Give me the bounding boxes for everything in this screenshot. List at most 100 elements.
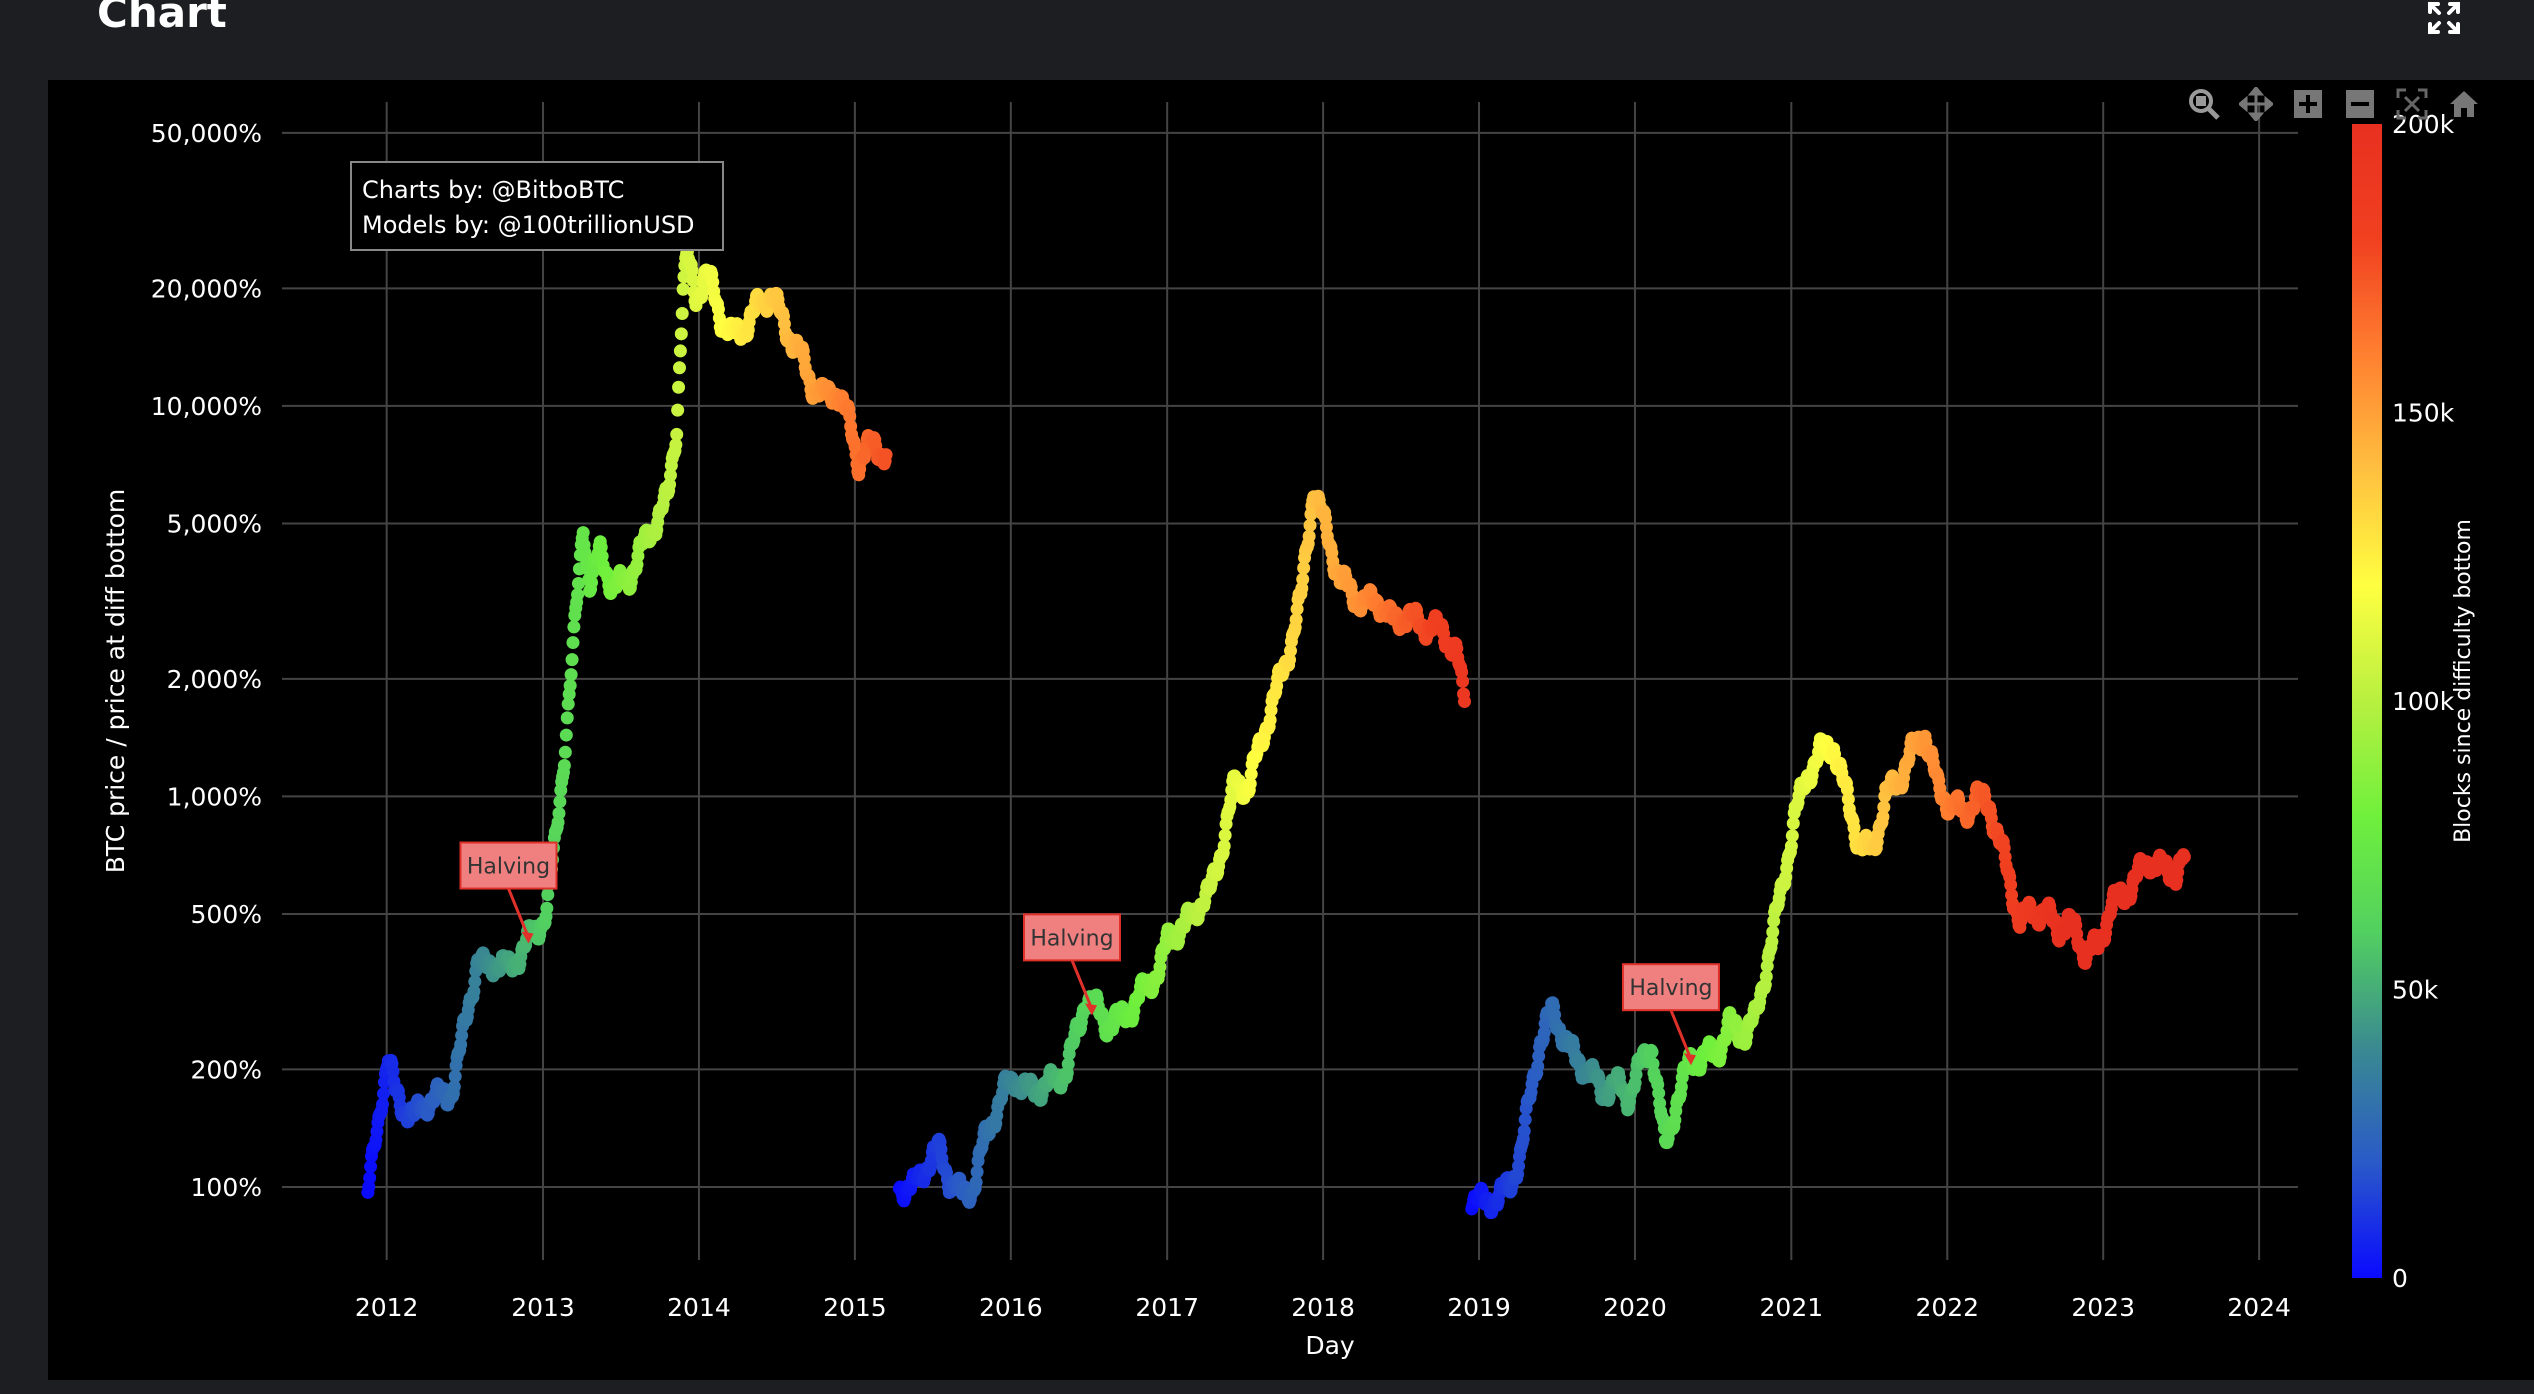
data-point xyxy=(970,1165,984,1179)
data-point xyxy=(1840,783,1854,797)
annotation-box xyxy=(1621,963,1720,1012)
x-tick-label: 2023 xyxy=(2071,1293,2135,1322)
x-axis-title: Day xyxy=(1305,1331,1355,1360)
data-point xyxy=(363,1171,377,1185)
y-tick-label: 20,000% xyxy=(151,274,262,303)
data-point xyxy=(1455,665,1469,679)
x-tick-label: 2020 xyxy=(1603,1293,1667,1322)
y-tick-label: 100% xyxy=(191,1173,262,1202)
data-point xyxy=(1531,1059,1545,1073)
annotation-label: Halving xyxy=(1629,976,1712,1001)
data-point xyxy=(685,264,699,278)
data-point xyxy=(564,668,578,682)
data-point xyxy=(879,448,893,462)
data-point xyxy=(447,1080,461,1094)
zoom-icon[interactable] xyxy=(2186,86,2222,122)
x-tick-label: 2024 xyxy=(2227,1293,2291,1322)
chart-area[interactable]: 100% 200% 500% 1,000% 2,000% 5,000% 10,000% 20,… xyxy=(48,80,2534,1380)
zoom-in-icon[interactable] xyxy=(2290,86,2326,122)
panel-title: Chart xyxy=(97,0,227,37)
data-point xyxy=(376,1087,390,1101)
home-icon[interactable] xyxy=(2446,86,2482,122)
data-point xyxy=(1784,839,1798,853)
x-tick-label: 2021 xyxy=(1760,1293,1824,1322)
data-point xyxy=(1296,572,1310,586)
data-point xyxy=(563,679,577,693)
data-point xyxy=(1218,828,1232,842)
data-point xyxy=(1876,810,1890,824)
data-point xyxy=(1458,695,1472,709)
data-point xyxy=(448,1069,462,1083)
data-point xyxy=(560,711,574,725)
x-tick-label: 2016 xyxy=(979,1293,1043,1322)
data-point xyxy=(468,975,482,989)
data-point xyxy=(1517,1124,1531,1138)
data-point xyxy=(1153,960,1167,974)
data-point xyxy=(576,526,590,540)
y-tick-label: 5,000% xyxy=(167,509,262,538)
data-point xyxy=(669,438,683,452)
data-point xyxy=(559,728,573,742)
x-tick-label: 2012 xyxy=(355,1293,419,1322)
y-tick-label: 10,000% xyxy=(151,392,262,421)
data-point xyxy=(561,697,575,711)
data-point xyxy=(675,306,689,320)
x-tick-label: 2013 xyxy=(511,1293,575,1322)
data-point xyxy=(455,1028,469,1042)
data-point xyxy=(843,409,857,423)
x-tick-label: 2019 xyxy=(1447,1293,1511,1322)
x-tick-label: 2018 xyxy=(1291,1293,1355,1322)
autoscale-icon[interactable] xyxy=(2394,86,2430,122)
data-point xyxy=(1877,800,1891,814)
zoom-out-icon[interactable] xyxy=(2342,86,2378,122)
annotation-arrowhead xyxy=(1084,1003,1097,1016)
y-tick-label: 500% xyxy=(191,900,262,929)
data-point xyxy=(552,806,566,820)
colorbar-tick-label: 200k xyxy=(2392,110,2455,139)
colorbar-tick-label: 150k xyxy=(2392,399,2455,428)
modebar xyxy=(2186,84,2482,124)
y-tick-label: 50,000% xyxy=(151,119,262,148)
data-point xyxy=(541,888,555,902)
colorbar-tick-label: 50k xyxy=(2392,976,2439,1005)
data-point xyxy=(585,576,599,590)
data-point xyxy=(969,1175,983,1189)
y-tick-label: 1,000% xyxy=(167,782,262,811)
expand-icon[interactable] xyxy=(2424,0,2464,38)
y-tick-label: 200% xyxy=(191,1055,262,1084)
data-point xyxy=(673,344,687,358)
data-point xyxy=(686,274,700,288)
chart-svg[interactable]: 100% 200% 500% 1,000% 2,000% 5,000% 10,000% 20,… xyxy=(48,80,2534,1380)
data-point xyxy=(1243,777,1257,791)
colorbar xyxy=(2352,124,2382,1278)
data-point xyxy=(567,620,581,634)
data-point xyxy=(1512,1159,1526,1173)
data-point xyxy=(663,468,677,482)
data-point xyxy=(2004,878,2018,892)
data-point xyxy=(1297,561,1311,575)
data-point xyxy=(674,327,688,341)
data-point xyxy=(1759,969,1773,983)
data-point xyxy=(558,745,572,759)
y-tick-label: 2,000% xyxy=(167,665,262,694)
data-point xyxy=(672,380,686,394)
data-point xyxy=(1766,925,1780,939)
x-tick-label: 2015 xyxy=(823,1293,887,1322)
credits-line-2: Models by: @100trillionUSD xyxy=(362,211,695,239)
data-point xyxy=(1217,839,1231,853)
annotation-label: Halving xyxy=(467,855,550,880)
data-point xyxy=(553,795,567,809)
data-point xyxy=(1061,1057,1075,1071)
data-point xyxy=(671,403,685,417)
data-point xyxy=(540,901,554,915)
data-point xyxy=(1652,1086,1666,1100)
data-point xyxy=(571,588,585,602)
annotation-arrow xyxy=(1669,1009,1693,1060)
x-tick-label: 2017 xyxy=(1135,1293,1199,1322)
pan-icon[interactable] xyxy=(2238,86,2274,122)
data-point xyxy=(565,653,579,667)
data-point xyxy=(571,576,585,590)
annotation-box xyxy=(1022,913,1121,962)
data-point xyxy=(672,361,686,375)
credits-box xyxy=(350,161,724,251)
